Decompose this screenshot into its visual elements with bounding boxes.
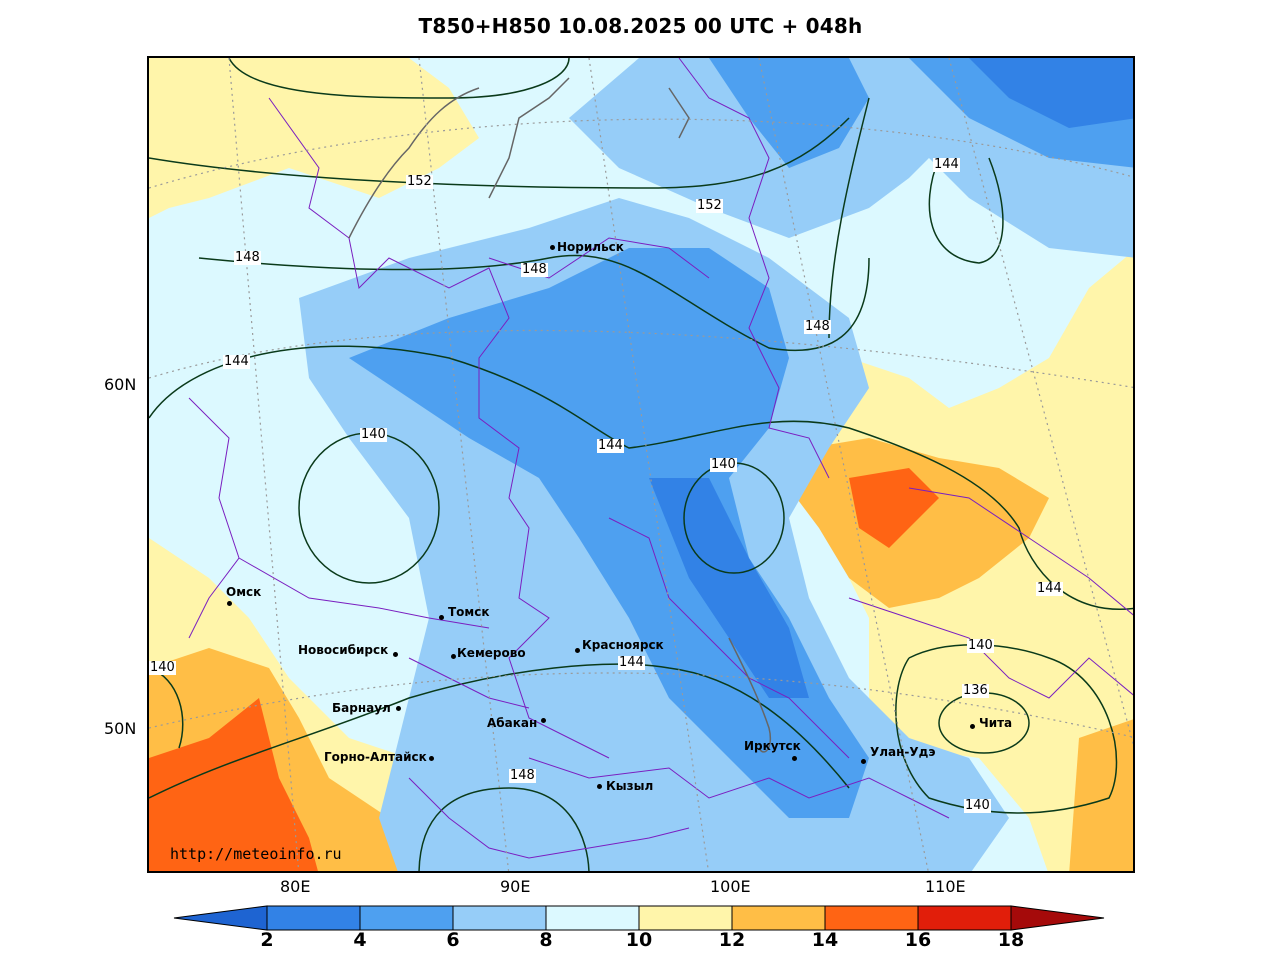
colorbar-tick-label: 2 [260, 929, 274, 951]
colorbar-segment [917, 905, 1012, 931]
city-label-chita: Чита [979, 716, 1013, 730]
isoline-label: 148 [509, 768, 536, 783]
colorbar-tick-label: 12 [718, 929, 746, 951]
isoline-label: 140 [149, 660, 176, 675]
isoline-label: 140 [964, 798, 991, 813]
city-label-omsk: Омск [226, 585, 262, 599]
colorbar-extend-high [1010, 905, 1105, 931]
lon-label-110e: 110E [925, 877, 966, 896]
city-marker [861, 759, 866, 764]
map-title: T850+H850 10.08.2025 00 UTC + 048h [418, 14, 863, 38]
colorbar-tick-label: 8 [539, 929, 553, 951]
city-marker [575, 648, 580, 653]
city-marker [396, 706, 401, 711]
isoline-label: 144 [597, 438, 624, 453]
lon-label-80e: 80E [280, 877, 311, 896]
colorbar-segment [638, 905, 733, 931]
colorbar-tick-label: 4 [353, 929, 367, 951]
colorbar-tick-label: 18 [997, 929, 1025, 951]
colorbar-tick-label: 14 [811, 929, 839, 951]
city-label-novosibirsk: Новосибирск [298, 643, 389, 657]
city-marker [792, 756, 797, 761]
city-marker [541, 718, 546, 723]
isoline-label: 144 [933, 157, 960, 172]
isoline-label: 148 [234, 250, 261, 265]
isoline-label: 144 [223, 354, 250, 369]
isoline-label: 140 [967, 638, 994, 653]
lon-label-100e: 100E [710, 877, 751, 896]
city-label-gorno-altaysk: Горно-Алтайск [324, 750, 427, 764]
lat-label-50n: 50N [104, 719, 137, 738]
colorbar-tick-label: 16 [904, 929, 932, 951]
isoline-label: 140 [360, 427, 387, 442]
map-area [147, 56, 1135, 873]
city-marker [439, 615, 444, 620]
colorbar-segment [266, 905, 361, 931]
colorbar-segment [824, 905, 919, 931]
city-marker [393, 652, 398, 657]
city-marker [550, 245, 555, 250]
watermark-url: http://meteoinfo.ru [170, 845, 342, 863]
isoline-label: 144 [618, 655, 645, 670]
temperature-field [149, 58, 1133, 871]
city-marker [597, 784, 602, 789]
city-marker [429, 756, 434, 761]
city-label-barnaul: Барнаул [332, 701, 391, 715]
city-marker [970, 724, 975, 729]
colorbar-segment [359, 905, 454, 931]
city-label-norilsk: Норильск [557, 240, 624, 254]
isoline-label: 152 [696, 198, 723, 213]
colorbar-segment [452, 905, 547, 931]
isoline-label: 152 [406, 174, 433, 189]
colorbar-segment [545, 905, 640, 931]
isoline-label: 148 [804, 319, 831, 334]
city-label-krasnoyarsk: Красноярск [582, 638, 664, 652]
colorbar-extend-low [173, 905, 268, 931]
city-marker [451, 654, 456, 659]
colorbar-tick-label: 10 [625, 929, 653, 951]
colorbar-segment [731, 905, 826, 931]
isoline-label: 144 [1036, 581, 1063, 596]
city-marker [227, 601, 232, 606]
city-label-ulan-ude: Улан-Удэ [870, 745, 936, 759]
city-label-tomsk: Томск [448, 605, 490, 619]
lon-label-90e: 90E [500, 877, 531, 896]
colorbar-tick-label: 6 [446, 929, 460, 951]
city-label-abakan: Абакан [487, 716, 538, 730]
city-label-kyzyl: Кызыл [606, 779, 654, 793]
isoline-label: 136 [962, 683, 989, 698]
isoline-label: 140 [710, 457, 737, 472]
city-label-irkutsk: Иркутск [744, 739, 801, 753]
lat-label-60n: 60N [104, 375, 137, 394]
colorbar [173, 905, 1105, 931]
city-label-kemerovo: Кемерово [457, 646, 526, 660]
isoline-label: 148 [521, 262, 548, 277]
